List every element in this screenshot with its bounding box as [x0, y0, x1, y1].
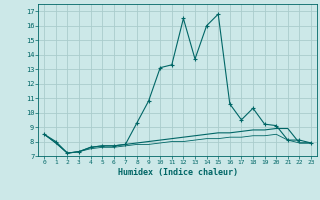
X-axis label: Humidex (Indice chaleur): Humidex (Indice chaleur): [118, 168, 238, 177]
